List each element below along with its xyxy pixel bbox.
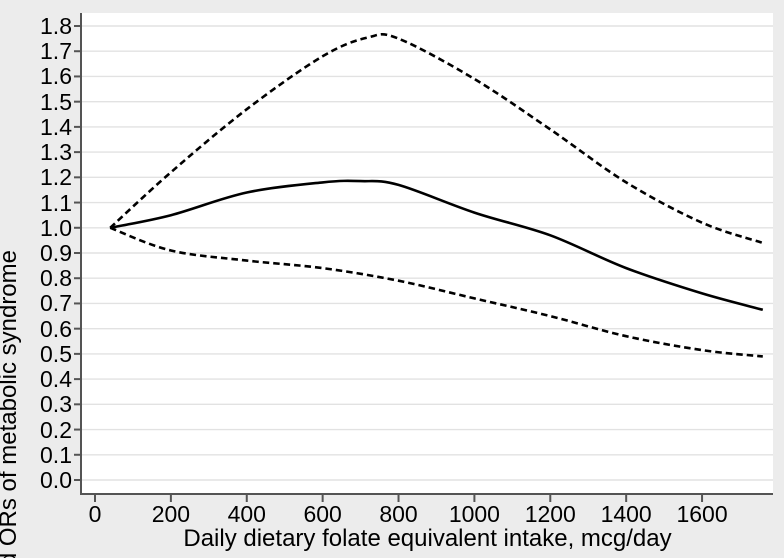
- y-tick-label: 1.0: [40, 214, 72, 241]
- x-tick-label: 1000: [448, 501, 500, 527]
- y-tick-label: 0.1: [40, 441, 72, 468]
- y-axis-title-text: Multivariate-adjusted ORs of metabolic s…: [0, 250, 22, 558]
- x-tick-label: 1400: [600, 501, 652, 527]
- x-tick-label: 0: [88, 501, 102, 527]
- x-tick-label: 1600: [676, 501, 728, 527]
- y-tick-label: 1.7: [40, 38, 72, 65]
- y-tick-label: 1.2: [40, 164, 72, 191]
- y-tick-label: 1.4: [40, 113, 72, 140]
- y-tick-label: 0.8: [40, 265, 72, 292]
- x-tick-label: 800: [379, 501, 418, 527]
- y-tick-label: 0.4: [40, 366, 72, 393]
- y-tick-label: 0.5: [40, 340, 72, 367]
- x-axis-title: Daily dietary folate equivalent intake, …: [183, 525, 672, 552]
- y-tick-label: 0.0: [40, 467, 72, 493]
- y-tick-label: 0.7: [40, 290, 72, 317]
- x-tick-label: 1200: [524, 501, 576, 527]
- y-tick-label: 1.1: [40, 189, 72, 216]
- lower-95ci-curve: [109, 226, 763, 358]
- y-tick-label: 0.6: [40, 315, 72, 342]
- y-tick-label: 1.6: [40, 63, 72, 90]
- multivariate-adjusted-or-curve: [109, 179, 764, 312]
- y-tick-label: 1.8: [40, 13, 72, 39]
- y-tick-label: 1.5: [40, 88, 72, 115]
- y-tick-label: 0.9: [40, 240, 72, 266]
- y-tick-label: 1.3: [40, 139, 72, 166]
- x-tick-label: 400: [227, 501, 266, 527]
- upper-95ci-curve: [109, 32, 764, 245]
- x-tick-label: 600: [303, 501, 342, 527]
- x-tick-label: 200: [151, 501, 191, 527]
- y-tick-label: 0.2: [40, 416, 72, 443]
- y-tick-label: 0.3: [40, 391, 72, 418]
